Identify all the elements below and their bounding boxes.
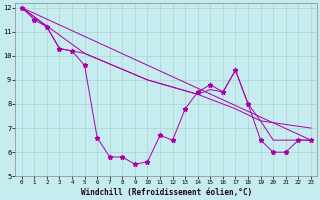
X-axis label: Windchill (Refroidissement éolien,°C): Windchill (Refroidissement éolien,°C): [81, 188, 252, 197]
